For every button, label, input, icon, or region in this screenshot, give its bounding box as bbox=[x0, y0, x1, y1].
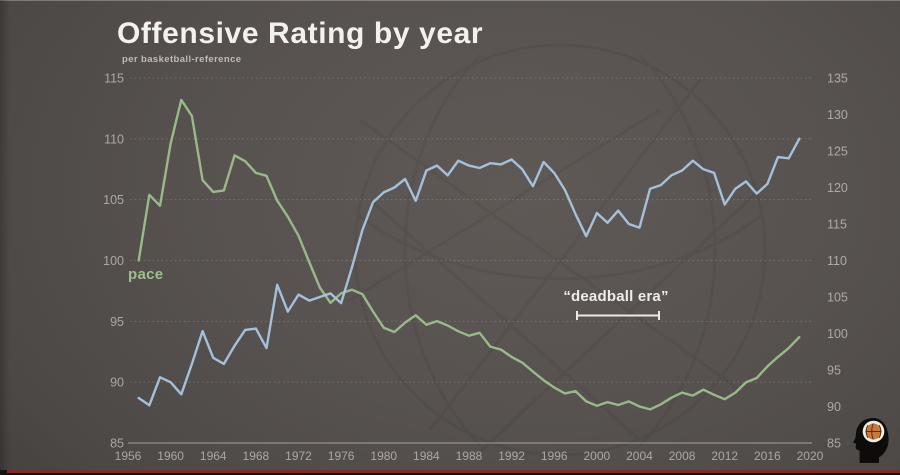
x-axis-tick-label: 1988 bbox=[456, 449, 483, 463]
x-axis-tick-label: 1980 bbox=[370, 449, 397, 463]
x-axis-tick-label: 1956 bbox=[115, 449, 142, 463]
x-axis-tick-label: 2012 bbox=[711, 449, 738, 463]
left-axis-tick-label: 100 bbox=[103, 254, 124, 268]
x-axis-tick-label: 2020 bbox=[797, 449, 824, 463]
right-axis-tick-label: 130 bbox=[827, 108, 848, 122]
left-axis-tick-label: 85 bbox=[110, 437, 124, 451]
x-axis-tick-label: 2016 bbox=[754, 449, 781, 463]
x-axis-tick-label: 1968 bbox=[243, 449, 270, 463]
x-axis-tick-label: 1996 bbox=[541, 449, 568, 463]
x-axis-tick-label: 1976 bbox=[328, 449, 355, 463]
page-title: Offensive Rating by year bbox=[117, 17, 484, 50]
right-axis-tick-label: 95 bbox=[827, 364, 841, 378]
deadball-era-annotation: “deadball era” bbox=[563, 288, 669, 305]
right-axis-tick-label: 135 bbox=[827, 72, 848, 86]
background-basketball-wireframe bbox=[349, 43, 772, 457]
x-axis-tick-label: 2004 bbox=[626, 449, 653, 463]
x-axis-tick-label: 2000 bbox=[584, 449, 611, 463]
x-axis-tick-label: 1964 bbox=[200, 449, 227, 463]
x-axis-tick-label: 2008 bbox=[669, 449, 696, 463]
source-note: per basketball-reference bbox=[122, 54, 242, 65]
right-axis-tick-label: 125 bbox=[827, 145, 848, 159]
bottom-bar bbox=[0, 470, 900, 475]
thinking-basketball-logo bbox=[853, 418, 889, 463]
right-axis-tick-label: 110 bbox=[827, 254, 847, 268]
left-edge-shadow bbox=[0, 0, 10, 475]
left-axis-tick-label: 90 bbox=[110, 376, 124, 390]
pace-series-label: pace bbox=[128, 266, 164, 283]
x-axis-tick-label: 1960 bbox=[157, 449, 184, 463]
left-axis-tick-label: 115 bbox=[104, 72, 124, 86]
x-axis-tick-label: 1972 bbox=[285, 449, 312, 463]
left-axis-tick-label: 110 bbox=[104, 132, 124, 146]
right-axis-tick-label: 105 bbox=[827, 291, 848, 305]
pace-line bbox=[137, 98, 801, 411]
top-edge-highlight bbox=[0, 0, 900, 1]
x-axis-tick-label: 1992 bbox=[498, 449, 525, 463]
right-axis-tick-label: 90 bbox=[827, 400, 841, 414]
basketball-icon bbox=[865, 423, 882, 440]
right-axis-tick-label: 85 bbox=[827, 437, 841, 451]
deadball-era-range-bracket bbox=[576, 311, 660, 320]
right-axis-tick-label: 115 bbox=[827, 218, 847, 232]
left-axis-tick-label: 95 bbox=[110, 315, 124, 329]
x-axis-tick-label: 1984 bbox=[413, 449, 440, 463]
right-axis-tick-label: 100 bbox=[827, 327, 848, 341]
bottom-red-line bbox=[7, 470, 900, 473]
offensive-rating-line bbox=[137, 137, 801, 407]
right-axis-tick-label: 120 bbox=[827, 181, 848, 195]
left-axis-tick-label: 105 bbox=[103, 193, 124, 207]
